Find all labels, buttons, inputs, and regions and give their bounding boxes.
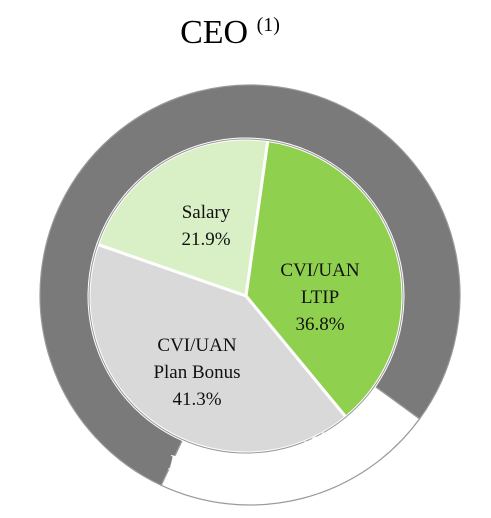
- slice-label-0: Salary 21.9%: [181, 202, 230, 250]
- chart-title-text: CEO: [180, 14, 248, 51]
- inner-pie-layer: [87, 137, 405, 455]
- slice-label-0-line-0: Salary: [182, 202, 231, 223]
- slice-label-2-line-0: CVI/UAN: [157, 335, 236, 356]
- slice-label-1: CVI/UAN LTIP 36.8%: [280, 260, 359, 335]
- chart-title: CEO (1): [180, 14, 280, 51]
- slice-label-1-line-0: CVI/UAN: [280, 260, 359, 281]
- slice-label-2-line-1: Plan Bonus: [153, 362, 240, 383]
- slice-label-1-line-1: LTIP: [301, 287, 339, 308]
- chart-title-superscript: (1): [257, 14, 280, 36]
- slice-label-1-line-2: 36.8%: [295, 314, 344, 335]
- slice-label-layer: Salary 21.9% CVI/UAN LTIP 36.8% CVI/UAN Plan B…: [153, 202, 359, 410]
- slice-label-2: CVI/UAN Plan Bonus 41.3%: [153, 335, 240, 410]
- slice-label-0-line-1: 21.9%: [181, 229, 230, 250]
- pie-outline: [88, 138, 404, 454]
- slice-label-2-line-2: 41.3%: [172, 389, 221, 410]
